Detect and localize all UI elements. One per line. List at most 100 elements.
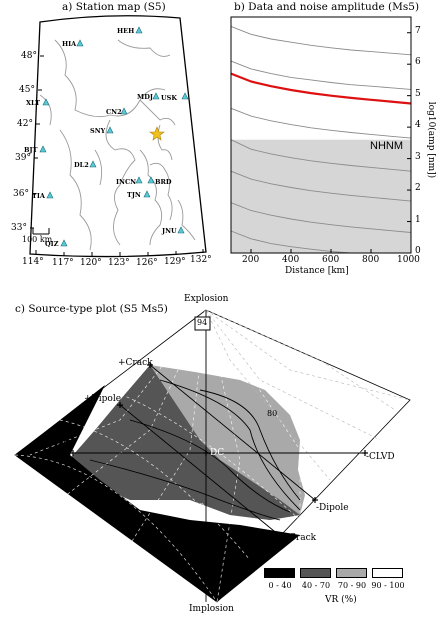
legend-swatch-90-100 [372,568,403,578]
lat-tick: 33° [11,223,27,233]
station-label: BJT [24,146,38,154]
station-triangle-icon [181,92,189,100]
y-tick-label: 7 [415,26,421,36]
y-tick-label: 5 [415,89,421,99]
contour-label-40: 40 [194,502,205,511]
x-tick-label: 400 [282,255,300,265]
x-tick-label: 600 [322,255,340,265]
legend-label: 40 - 70 [301,581,331,590]
minus-clvd-label: -CLVD [366,452,395,462]
contour-label-80: 80 [267,409,278,418]
lat-tick: 45° [19,85,35,95]
lat-tick: 39° [15,153,31,163]
station-triangle-icon [46,191,54,199]
y-tick-label: 6 [415,57,421,67]
station-triangle-icon [39,145,47,153]
amplitude-curve [230,60,412,90]
explosion-label: Explosion [184,294,229,304]
y-tick-label: 3 [415,152,421,162]
lon-tick: 123° [108,258,130,268]
legend-label: 70 - 90 [337,581,367,590]
station-triangle-icon [177,226,185,234]
y-tick-label: 2 [415,183,421,193]
lon-tick: 114° [22,257,44,267]
amplitude-curve [230,107,412,139]
station-triangle-icon [135,176,143,184]
station-label: HEH [117,27,135,35]
lon-tick: 132° [190,255,212,265]
legend-swatch-70-90 [336,568,367,578]
station-triangle-icon [143,190,151,198]
noise-label: NHNM [370,140,403,152]
legend-swatch-0-40 [264,568,295,578]
x-tick-label: 800 [362,255,380,265]
station-triangle-icon [147,176,155,184]
data-amplitude-line [230,72,412,105]
station-label: QIZ [45,240,59,248]
dc-label: DC [210,448,225,458]
region-0-40 [15,385,300,602]
station-label: TIA [32,192,45,200]
station-triangle-icon [152,92,160,100]
lat-tick: 48° [21,51,37,61]
scale-label: 100 km [22,235,53,244]
max-vr-box [194,316,211,331]
panel-c-title: c) Source-type plot (S5 Ms5) [15,303,168,315]
amplitude-curve [230,139,412,172]
lat-tick: 36° [13,189,29,199]
station-triangle-icon [89,160,97,168]
implosion-label: Implosion [189,604,234,614]
panel-a-title: a) Station map (S5) [62,1,166,13]
station-label: HIA [62,40,77,48]
plot-frame [230,16,412,254]
x-axis-title: Distance [km] [285,266,349,276]
station-triangle-icon [135,26,143,34]
legend-label: 90 - 100 [371,581,405,590]
station-label: USK [161,94,178,102]
station-label: JNU [162,227,177,235]
max-vr-value: 94 [197,318,208,327]
panel-b-title: b) Data and noise amplitude (Ms5) [234,1,420,13]
lon-tick: 120° [80,258,102,268]
x-tick-label: 1000 [397,255,420,265]
legend-swatch-40-70 [300,568,331,578]
minus-dipole-label: -Dipole [316,503,349,513]
y-tick-label: 1 [415,215,421,225]
plus-crack-label: +Crack [118,358,153,368]
tick-layer [250,32,412,254]
station-label: TJN [127,191,141,199]
station-triangle-icon [60,239,68,247]
lat-tick: 42° [17,119,33,129]
legend-label: 0 - 40 [268,581,292,590]
lon-tick: 117° [52,258,74,268]
lon-tick: 129° [164,257,186,267]
lon-tick: 126° [136,258,158,268]
station-label: BRD [155,178,172,186]
station-label: MDJ [137,93,153,101]
amplitude-curve [230,25,412,56]
station-label: DL2 [74,161,89,169]
station-triangle-icon [42,98,50,106]
amplitude-curve [230,170,412,202]
station-triangle-icon [120,107,128,115]
event-star-icon [149,126,165,141]
noise-region [231,139,411,253]
plus-dipole-label: +Dipole [84,394,122,404]
station-triangle-icon [76,39,84,47]
x-tick-label: 200 [242,255,260,265]
station-label: SNY [90,127,106,135]
minus-crack-label: -Crack [286,533,317,543]
station-label: INCN [116,178,137,186]
station-triangle-icon [106,126,114,134]
y-tick-label: 4 [415,120,421,130]
station-label: CN2 [106,108,122,116]
station-label: XLT [26,99,40,107]
legend-title: VR (%) [325,595,357,605]
amplitude-curve [230,202,412,233]
plus-clvd-label: +CLVD [37,438,71,448]
y-tick-label: 0 [415,246,421,256]
